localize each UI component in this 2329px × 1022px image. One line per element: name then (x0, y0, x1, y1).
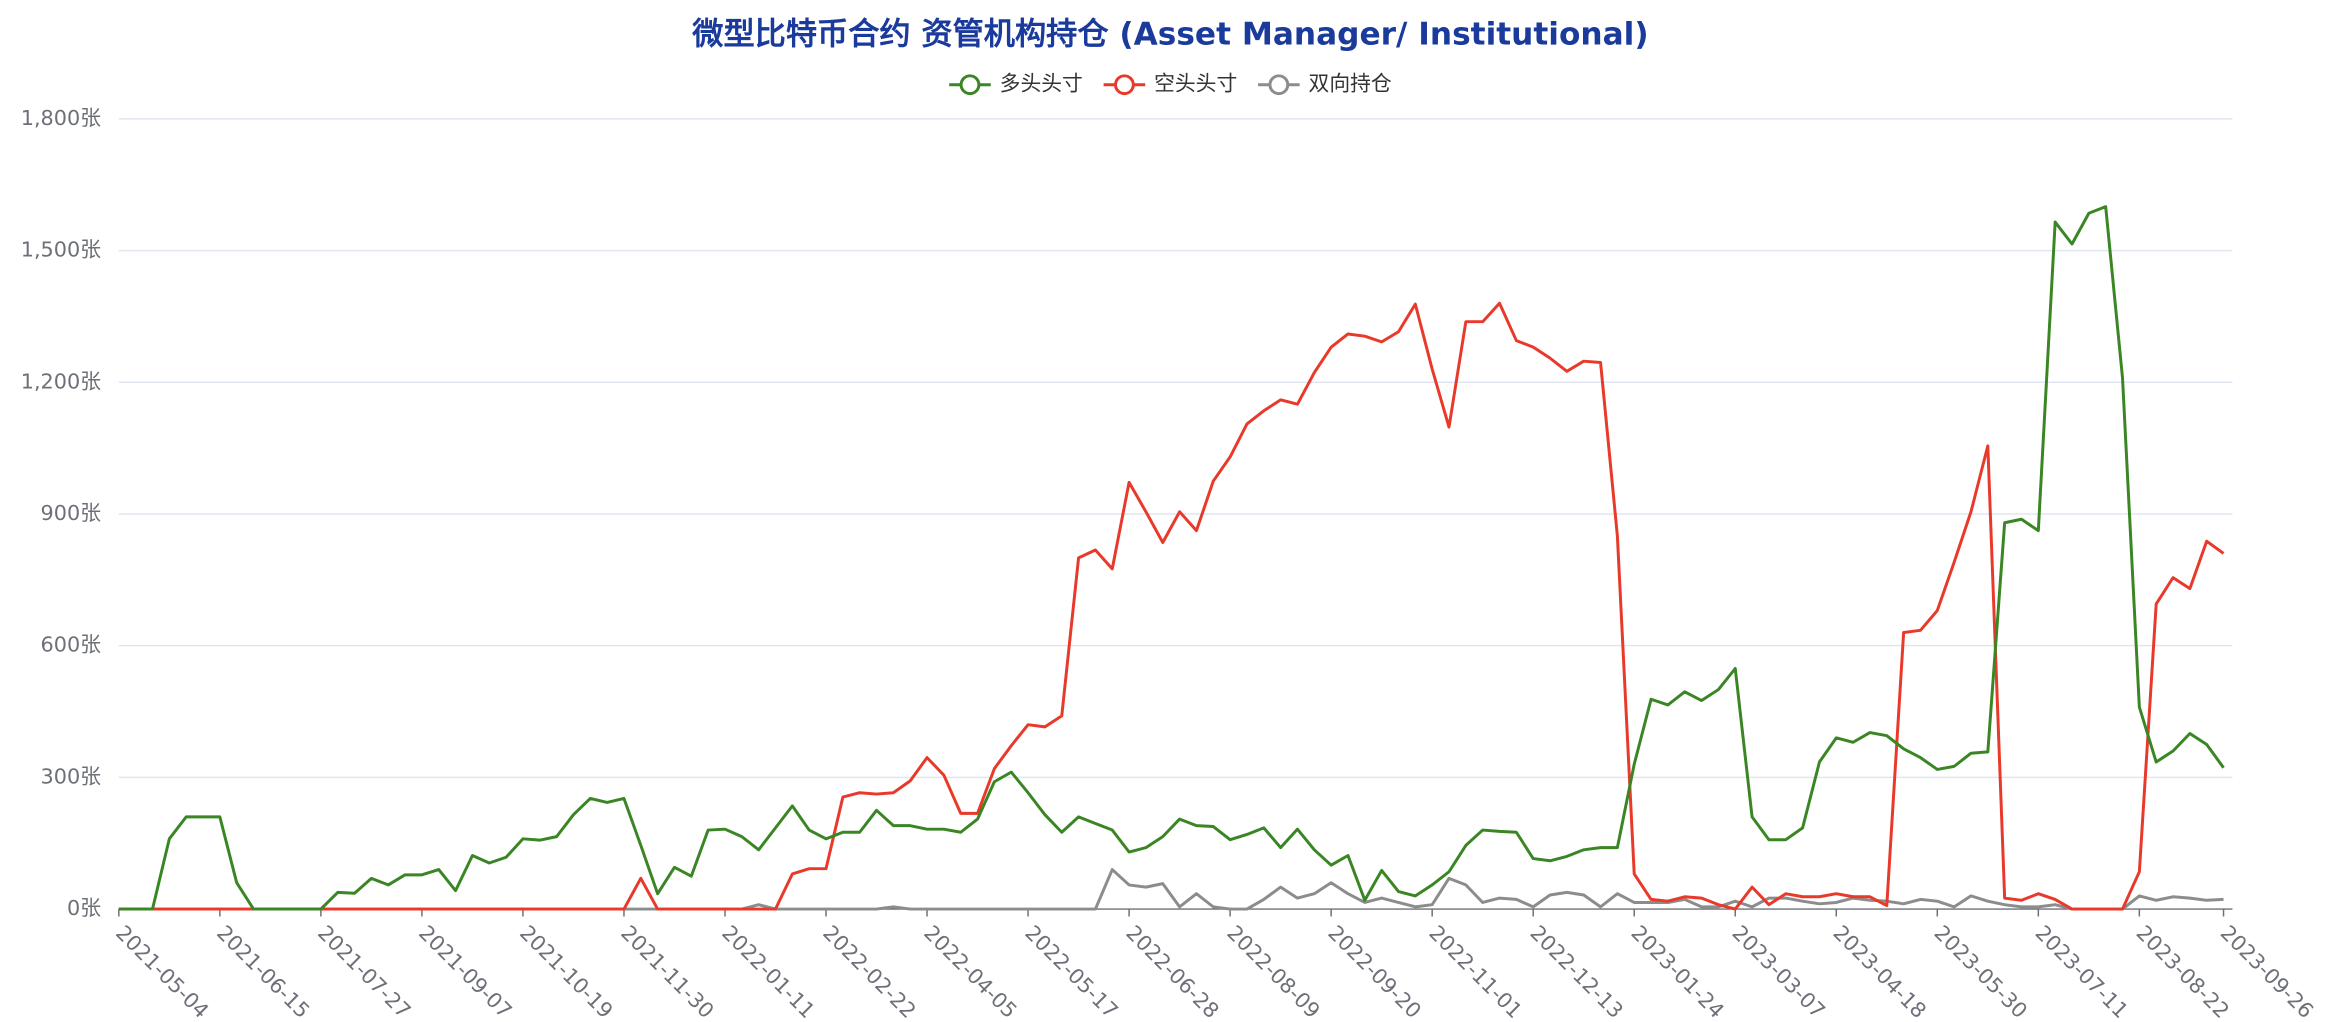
x-tick-label: 2021-05-04 (111, 921, 213, 1022)
y-tick-label: 300张 (41, 764, 102, 788)
x-tick-label: 2022-02-22 (818, 921, 920, 1022)
x-tick-label: 2021-10-19 (515, 921, 617, 1022)
y-tick-label: 1,800张 (21, 106, 101, 130)
legend-icon (959, 74, 981, 96)
x-tick-label: 2023-04-18 (1828, 921, 1930, 1022)
y-tick-label: 600张 (41, 633, 102, 657)
legend: 多头头寸 空头头寸 双向持仓 (949, 72, 1392, 96)
x-tick-label: 2023-07-11 (2031, 921, 2133, 1022)
x-tick-label: 2022-12-13 (1525, 921, 1627, 1022)
x-tick-label: 2023-05-30 (1930, 921, 2032, 1022)
legend-icon (1268, 74, 1290, 96)
x-tick-label: 2023-01-24 (1626, 921, 1728, 1022)
x-tick-label: 2022-05-17 (1020, 921, 1122, 1022)
legend-label: 双向持仓 (1309, 72, 1392, 96)
x-tick-label: 2021-11-30 (616, 921, 718, 1022)
series-line (118, 301, 2225, 911)
x-tick-label: 2021-06-15 (212, 921, 314, 1022)
legend-label: 空头头寸 (1154, 72, 1237, 96)
chart-title: 微型比特币合约 资管机构持仓 (Asset Manager/ Instituti… (691, 17, 1648, 53)
y-tick-label: 900张 (41, 501, 102, 525)
y-tick-label: 1,200张 (21, 369, 101, 393)
x-tick-label: 2022-06-28 (1121, 921, 1223, 1022)
x-tick-label: 2022-11-01 (1424, 921, 1526, 1022)
series-line (118, 205, 2225, 911)
x-tick-label: 2021-09-07 (414, 921, 516, 1022)
x-tick-label: 2022-09-20 (1323, 921, 1425, 1022)
y-tick-label: 1,500张 (21, 238, 101, 262)
x-tick-label: 2022-08-09 (1222, 921, 1324, 1022)
y-tick-label: 0张 (67, 896, 101, 920)
x-tick-label: 2023-03-07 (1727, 921, 1829, 1022)
x-tick-label: 2022-01-11 (717, 921, 819, 1022)
series-line (118, 868, 2224, 911)
x-tick-label: 2022-04-05 (919, 921, 1021, 1022)
x-tick-label: 2021-07-27 (313, 921, 415, 1022)
legend-icon (1114, 74, 1135, 96)
legend-label: 多头头寸 (1000, 72, 1083, 96)
